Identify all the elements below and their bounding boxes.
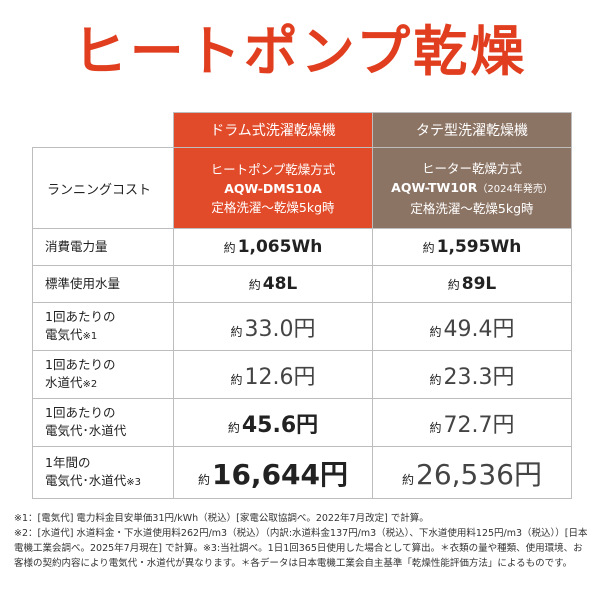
tate-method: ヒーター乾燥方式 [421,160,522,176]
corner-cell [32,112,174,148]
tate-value-cell: 約 89L [372,265,572,303]
tate-spec-header: ヒーター乾燥方式 AQW-TW10R（2024年発売） 定格洗濯～乾燥5kg時 [372,147,572,229]
tate-value-cell: 約26,536円 [372,446,572,499]
table-row: 消費電力量 約 1,065Wh 約 1,595Wh [32,228,572,266]
row-label: 1回あたりの 電気代･水道代 [32,398,174,447]
table-row: 1回あたりの 水道代※2 約12.6円 約23.3円 [32,350,572,399]
tate-condition: 定格洗濯～乾燥5kg時 [410,200,534,216]
drum-value: 16,644円 [211,457,349,491]
drum-value-cell: 約 48L [173,265,373,303]
drum-condition: 定格洗濯～乾燥5kg時 [211,199,335,215]
table-row: 1年間の 電気代･水道代※3 約16,644円 約26,536円 [32,446,572,499]
drum-value-cell: 約12.6円 [173,350,373,399]
tate-model-note: （2024年発売） [477,183,553,195]
drum-value: 33.0円 [244,316,316,342]
footnote: ※2：[水道代] 水道料金・下水道使用料262円/m3（税込）（内訳:水道料金1… [14,528,588,569]
drum-method: ヒートポンプ乾燥方式 [210,161,336,177]
row-label: 1回あたりの 水道代※2 [32,350,174,399]
tate-value: 72.7円 [443,412,515,438]
drum-value: 1,065Wh [237,237,323,257]
drum-spec-header: ヒートポンプ乾燥方式 AQW-DMS10A 定格洗濯～乾燥5kg時 [173,147,373,229]
row-label: 標準使用水量 [32,265,174,303]
drum-value: 45.6円 [241,412,319,438]
comparison-table: ドラム式洗濯乾燥機 タテ型洗濯乾燥機 ランニングコスト ヒートポンプ乾燥方式 A… [32,112,572,499]
tate-value: 89L [461,274,497,294]
row-label: 消費電力量 [32,228,174,266]
drum-value: 12.6円 [244,364,316,390]
row-label: 1年間の 電気代･水道代※3 [32,446,174,499]
drum-type-header: ドラム式洗濯乾燥機 [173,112,373,148]
footnotes: ※1：[電気代] 電力料金目安単価31円/kWh（税込）[家電公取協調べ。202… [14,511,588,571]
tate-value-cell: 約49.4円 [372,302,572,351]
page-title: ヒートポンプ乾燥 [72,20,528,83]
header-type-row: ドラム式洗濯乾燥機 タテ型洗濯乾燥機 [32,112,572,148]
tate-value: 23.3円 [443,364,515,390]
tate-value: 49.4円 [443,316,515,342]
tate-value-cell: 約 1,595Wh [372,228,572,266]
drum-value-cell: 約16,644円 [173,446,373,499]
tate-type-header: タテ型洗濯乾燥機 [372,112,572,148]
footnote: ※1：[電気代] 電力料金目安単価31円/kWh（税込）[家電公取協調べ。202… [14,513,429,524]
tate-value-cell: 約23.3円 [372,350,572,399]
drum-model: AQW-DMS10A [224,180,322,196]
drum-value-cell: 約33.0円 [173,302,373,351]
header-spec-row: ランニングコスト ヒートポンプ乾燥方式 AQW-DMS10A 定格洗濯～乾燥5k… [32,147,572,229]
tate-value: 1,595Wh [436,237,522,257]
tate-model: AQW-TW10R [391,179,478,195]
drum-value-cell: 約 1,065Wh [173,228,373,266]
table-row: 標準使用水量 約 48L 約 89L [32,265,572,303]
running-cost-label: ランニングコスト [32,147,174,229]
table-row: 1回あたりの 電気代※1 約33.0円 約49.4円 [32,302,572,351]
drum-value-cell: 約45.6円 [173,398,373,447]
tate-value-cell: 約72.7円 [372,398,572,447]
drum-value: 48L [262,274,298,294]
row-label: 1回あたりの 電気代※1 [32,302,174,351]
table-row: 1回あたりの 電気代･水道代 約45.6円 約72.7円 [32,398,572,447]
tate-value: 26,536円 [416,457,542,491]
